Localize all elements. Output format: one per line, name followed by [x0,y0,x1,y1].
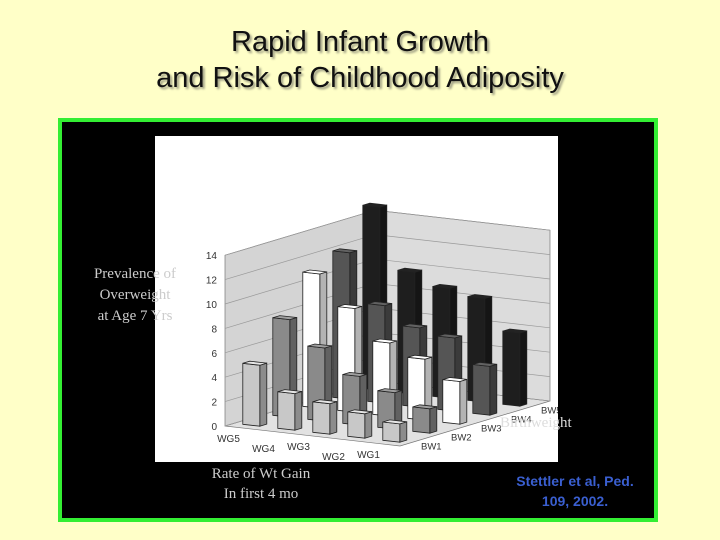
bar [382,419,408,443]
bar [442,377,468,425]
bar [412,404,438,434]
x-tick-label: WG1 [357,450,380,461]
citation-line-1: Stettler et al, Ped. [516,473,634,489]
y-tick-label: 2 [211,398,217,409]
bar-front [242,362,261,427]
chart-3d-bar: 0 2 4 6 8 10 12 14 WG5 WG4 WG3 WG2 WG1 BW1 BW2 BW3 BW4… [155,136,558,462]
depth-axis-label: Birthweight [500,415,572,431]
slide-title: Rapid Infant Growth and Risk of Childhoo… [0,24,720,96]
bar [472,361,498,416]
bar-top [332,248,357,254]
bar-top [307,343,332,349]
bar-front [472,364,491,416]
bar [277,389,303,431]
bar-top [372,338,397,344]
bar-top [347,409,372,415]
bar-top [242,360,267,366]
bar-top [412,404,437,410]
bar-top [502,328,527,334]
bar-top [382,419,407,425]
bar-top [467,294,492,299]
bar-top [302,269,327,275]
title-line-2: and Risk of Childhood Adiposity [156,62,564,94]
bars [242,202,528,443]
depth-tick-label: BW5 [541,406,558,417]
bar-top [397,267,422,273]
bar-side [459,378,468,425]
bar-front [442,379,461,425]
x-tick-labels: WG5 WG4 WG3 WG2 WG1 [217,434,380,462]
bar-side [519,330,528,407]
title-line-1: Rapid Infant Growth [231,26,489,58]
bar-top [342,371,367,377]
bar-top [367,301,392,307]
depth-tick-label: BW2 [451,433,472,444]
bar-top [312,399,337,405]
bar-side [259,362,268,427]
y-tick-label: 8 [211,324,217,335]
bar-top [472,361,497,367]
bar-top [407,354,432,360]
bar [347,409,373,439]
bar-top [437,333,462,339]
bar [312,399,338,435]
bar-front [277,391,296,431]
bar-front [312,401,331,435]
x-axis-label: Rate of Wt Gain In first 4 mo [186,464,336,504]
x-axis-label-line: Rate of Wt Gain [211,466,311,482]
depth-tick-labels: BW1 BW2 BW3 BW4 BW5 [421,406,558,453]
bar-side [294,390,303,431]
y-tick-label: 0 [211,422,217,433]
y-tick-label: 10 [206,300,218,311]
y-tick-label: 6 [211,349,217,360]
bar-front [382,421,401,443]
bar-side [489,363,498,416]
bar [377,388,403,430]
y-axis-label-line: Prevalence of [93,266,177,282]
depth-tick-label: BW3 [481,424,502,435]
bar-side [399,421,408,443]
bar-top [362,202,387,208]
y-tick-labels: 0 2 4 6 8 10 12 14 [206,251,218,433]
bar-top [337,304,362,309]
x-tick-label: WG3 [287,442,310,453]
x-tick-label: WG2 [322,452,345,462]
depth-tick-label: BW4 [511,415,532,426]
bar-top [377,388,402,394]
bar-side [364,411,373,439]
y-axis-label-line: Overweight [99,287,171,303]
bar-top [277,389,302,395]
bar-side [429,406,438,434]
depth-tick-label: BW1 [421,442,442,453]
bar-top [432,283,457,289]
bar-front [502,330,521,407]
y-tick-label: 12 [206,276,218,287]
y-axis-label: Prevalence of Overweight at Age 7 Yrs [80,264,190,327]
x-axis-label-line: In first 4 mo [223,486,299,502]
bar-top [402,323,427,329]
x-tick-label: WG4 [252,444,275,455]
x-tick-label: WG5 [217,434,240,445]
citation-line-2: 109, 2002. [541,493,609,509]
bar [242,360,268,427]
citation: Stettler et al, Ped. 109, 2002. [500,471,650,511]
bar-front [412,406,431,434]
y-tick-label: 14 [206,251,218,262]
bar [502,328,528,407]
bar-side [329,401,338,435]
bar-top [272,315,297,321]
y-axis-label-line: at Age 7 Yrs [97,308,173,324]
bar-top [442,377,467,382]
bar-front [347,411,366,439]
y-tick-label: 4 [211,373,217,384]
